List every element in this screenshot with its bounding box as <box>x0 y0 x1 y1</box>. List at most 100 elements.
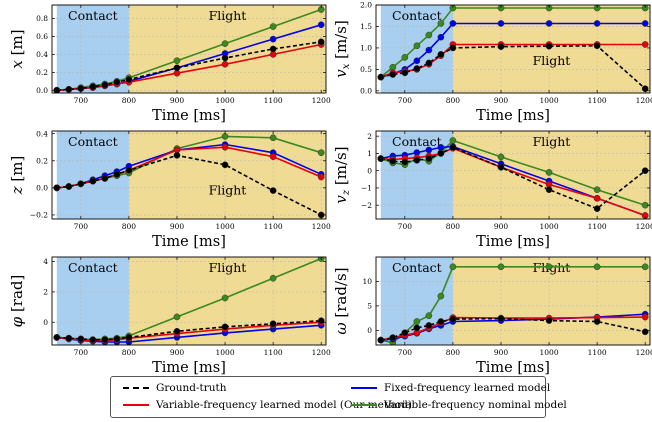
data-point-ground-truth <box>425 322 433 329</box>
x-tick-label: 800 <box>122 96 137 105</box>
data-point-ground-truth <box>437 150 445 157</box>
data-point-ground-truth <box>425 59 433 67</box>
data-point-fixed-frequency-learned <box>449 20 457 27</box>
flight-label: Flight <box>533 134 571 149</box>
y-tick-label: 0.8 <box>36 14 48 23</box>
legend-item-variable-frequency-learned: Variable-frequency learned model (Our me… <box>123 399 412 411</box>
x-axis-label: Time [ms] <box>476 360 550 376</box>
data-point-ground-truth <box>497 43 505 50</box>
data-point-variable-frequency-nominal <box>545 5 553 12</box>
data-point-ground-truth <box>65 86 73 93</box>
y-axis-subscript: x <box>341 63 352 69</box>
data-point-variable-frequency-nominal <box>221 294 229 302</box>
x-axis-label: Time [ms] <box>476 108 550 124</box>
y-axis-subscript: z <box>341 189 352 196</box>
data-point-variable-frequency-nominal <box>437 292 445 300</box>
data-point-variable-frequency-nominal <box>401 54 409 61</box>
x-axis-label: Time [ms] <box>152 234 226 250</box>
data-point-ground-truth <box>101 81 109 89</box>
data-point-ground-truth <box>389 334 397 342</box>
y-tick-label: 1 <box>367 149 372 158</box>
contact-label: Contact <box>68 8 118 23</box>
data-point-variable-frequency-nominal <box>437 20 445 27</box>
data-point-fixed-frequency-learned <box>497 20 505 27</box>
x-tick-label: 800 <box>446 222 461 231</box>
data-point-variable-frequency-nominal <box>593 186 601 194</box>
x-tick-label: 800 <box>446 348 461 357</box>
y-axis-label: ω [rad/s] <box>332 267 350 334</box>
data-point-ground-truth <box>89 177 97 185</box>
x-axis-label: Time [ms] <box>152 360 226 376</box>
data-point-variable-frequency-nominal <box>221 133 229 140</box>
y-axis-unit: [rad] <box>8 275 26 317</box>
data-point-variable-frequency-nominal <box>641 263 649 271</box>
data-point-ground-truth <box>449 144 457 151</box>
data-point-ground-truth <box>113 170 121 178</box>
data-point-variable-frequency-nominal <box>425 31 433 39</box>
contact-label: Contact <box>392 260 442 275</box>
y-tick-label: 5 <box>367 301 372 310</box>
legend-label: Variable-frequency nominal model <box>384 399 567 411</box>
y-tick-label: 2 <box>43 287 48 296</box>
plot-frame <box>375 256 651 346</box>
x-tick-label: 1000 <box>540 222 559 231</box>
y-tick-label: 2 <box>367 132 372 141</box>
y-tick-label: 2.0 <box>360 1 372 10</box>
y-axis-unit: [m/s] <box>332 20 350 63</box>
data-point-ground-truth <box>401 69 409 77</box>
x-tick-label: 1100 <box>588 348 607 357</box>
y-axis-label: x [m] <box>8 29 26 68</box>
y-axis-unit: [m/s] <box>332 146 350 189</box>
y-tick-label: −1 <box>361 184 372 193</box>
data-point-fixed-frequency-learned <box>425 146 433 154</box>
data-point-ground-truth <box>269 187 277 194</box>
x-tick-label: 800 <box>446 96 461 105</box>
y-tick-label: 0.0 <box>36 183 48 192</box>
x-tick-label: 1100 <box>588 222 607 231</box>
series-line-ground-truth <box>380 317 646 341</box>
legend-label: Fixed-frequency learned model <box>384 382 551 394</box>
x-tick-label: 700 <box>74 96 89 105</box>
data-point-variable-frequency-nominal <box>269 274 277 282</box>
x-tick-label: 1100 <box>588 96 607 105</box>
legend-item-variable-frequency-nominal: Variable-frequency nominal model <box>351 399 567 411</box>
plot-frame <box>51 130 327 220</box>
data-point-variable-frequency-nominal <box>413 318 421 325</box>
x-tick-label: 700 <box>74 222 89 231</box>
x-tick-label: 1200 <box>312 222 331 231</box>
y-tick-label: 0 <box>367 166 372 175</box>
x-tick-label: 800 <box>122 222 137 231</box>
data-point-ground-truth <box>317 38 325 46</box>
y-tick-label: 0.0 <box>360 86 372 95</box>
contact-label: Contact <box>68 134 118 149</box>
x-tick-label: 1200 <box>636 222 652 231</box>
y-axis-label: z [m] <box>8 156 26 196</box>
x-tick-label: 900 <box>170 96 185 105</box>
data-point-ground-truth <box>53 334 61 341</box>
data-point-ground-truth <box>449 44 457 52</box>
data-point-variable-frequency-nominal <box>449 5 457 12</box>
data-point-ground-truth <box>497 163 505 171</box>
y-tick-label: 0.5 <box>360 65 372 74</box>
series-group <box>53 257 325 345</box>
plot-frame <box>375 130 651 220</box>
data-point-variable-frequency-nominal <box>389 63 397 71</box>
x-tick-label: 1000 <box>216 348 235 357</box>
data-point-variable-frequency-nominal <box>269 134 277 142</box>
data-point-ground-truth <box>221 161 229 169</box>
x-tick-label: 800 <box>122 348 137 357</box>
data-point-ground-truth <box>173 327 181 335</box>
data-point-ground-truth <box>77 335 85 343</box>
x-tick-label: 1000 <box>540 96 559 105</box>
data-point-ground-truth <box>269 45 277 53</box>
y-axis-unit: [rad/s] <box>332 267 350 322</box>
series-group <box>377 5 649 93</box>
series-group <box>377 137 649 219</box>
contact-label: Contact <box>392 8 442 23</box>
data-point-ground-truth <box>269 320 277 328</box>
data-point-ground-truth <box>413 65 421 72</box>
y-tick-label: 0 <box>367 326 372 335</box>
y-tick-label: 0.4 <box>36 50 48 59</box>
data-point-ground-truth <box>413 324 421 332</box>
x-tick-label: 1100 <box>264 348 283 357</box>
